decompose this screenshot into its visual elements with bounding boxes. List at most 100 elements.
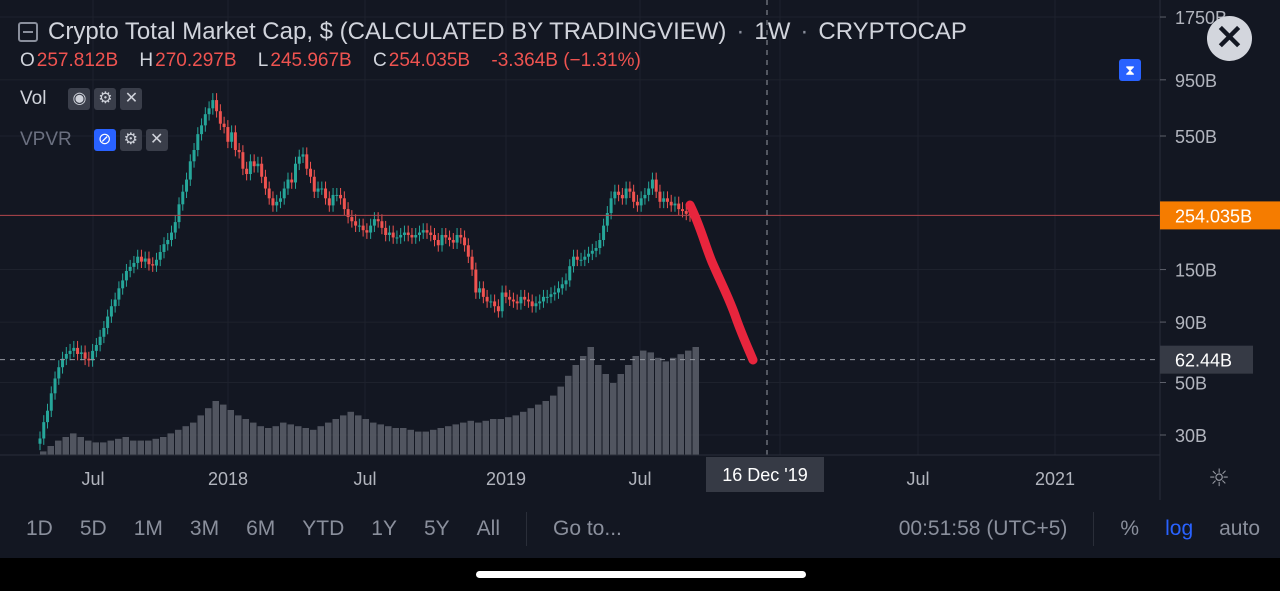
candle-body — [46, 410, 50, 423]
collapse-legend-icon[interactable] — [18, 22, 38, 42]
hand-drawn-line[interactable] — [685, 200, 758, 365]
clock-timezone[interactable]: 00:51:58 (UTC+5) — [898, 517, 1068, 540]
candle-body — [523, 296, 527, 300]
chart-area[interactable]: 1750B 950B 550B 150B 90B 50B 30B 254.035B 62.44B… — [0, 0, 1280, 500]
volume-bar — [197, 415, 204, 455]
timeframe-button-5y[interactable]: 5Y — [423, 517, 450, 540]
candle-body — [233, 132, 237, 150]
candle-body — [451, 239, 455, 243]
candle-body — [260, 163, 264, 177]
candle-body — [132, 262, 136, 267]
candle-body — [489, 301, 493, 303]
candle-body — [628, 188, 632, 192]
volume-bar — [122, 437, 129, 455]
low-label: L — [257, 50, 269, 71]
volume-bar — [362, 419, 369, 455]
scale-toggle-icon[interactable]: ⧗ — [1119, 59, 1141, 81]
volume-bar — [370, 422, 377, 455]
percent-scale-button[interactable]: % — [1120, 517, 1140, 540]
crosshair-price-badge — [1160, 345, 1253, 374]
candle-body — [98, 336, 102, 346]
candle-body — [196, 134, 200, 150]
candle-body — [605, 213, 609, 226]
timeframe-button-1m[interactable]: 1M — [133, 517, 163, 540]
volume-bar — [220, 404, 227, 455]
settings-icon[interactable]: ☼ — [1208, 464, 1230, 492]
volume-bar — [580, 356, 587, 455]
candle-body — [237, 149, 241, 153]
candle-body — [560, 284, 564, 289]
gear-icon[interactable]: ⚙ — [119, 129, 142, 151]
timeframe-button-1y[interactable]: 1Y — [371, 517, 397, 540]
timeframe-button-3m[interactable]: 3M — [189, 517, 220, 540]
volume-bar — [355, 415, 362, 455]
timeframe-button-all[interactable]: All — [476, 517, 500, 540]
candle-body — [500, 292, 504, 312]
volume-bar — [377, 424, 384, 455]
candle-body — [102, 327, 106, 337]
eye-icon[interactable]: ◉ — [68, 88, 91, 110]
candle-body — [339, 194, 343, 199]
auto-scale-button[interactable]: auto — [1219, 517, 1260, 540]
volume-bar — [467, 420, 474, 455]
time-tick-label: Jul — [353, 469, 376, 489]
candle-body — [421, 230, 425, 233]
crosshair-price-badge-label: 62.44B — [1175, 351, 1232, 371]
close-fullscreen-button[interactable]: ✕ — [1207, 16, 1252, 61]
log-scale-button[interactable]: log — [1165, 517, 1194, 540]
candle-body — [57, 367, 61, 379]
candle-body — [587, 253, 591, 257]
volume-indicator-label: Vol — [20, 88, 47, 109]
candle-body — [572, 256, 576, 267]
candle-body — [68, 350, 72, 354]
change-value: -3.364B (−1.31%) — [491, 50, 641, 71]
timeframe-button-5d[interactable]: 5D — [79, 517, 107, 540]
candle-body — [94, 345, 98, 351]
candle-body — [538, 301, 542, 304]
candle-body — [680, 209, 684, 212]
candle-body — [346, 209, 350, 218]
candle-body — [643, 194, 647, 199]
candle-body — [617, 191, 621, 195]
candle-body — [376, 219, 380, 222]
candle-body — [545, 296, 549, 298]
candle-body — [316, 188, 320, 192]
timeframe-button-6m[interactable]: 6M — [246, 517, 276, 540]
candle-body — [305, 154, 309, 169]
price-chart[interactable]: 1750B950B550B150B90B50B30B254.035B62.44B… — [0, 0, 1280, 500]
candle-body — [583, 256, 587, 260]
candle-body — [669, 201, 673, 206]
home-indicator[interactable] — [476, 571, 806, 578]
volume-bar — [422, 431, 429, 455]
candle-body — [218, 111, 222, 124]
volume-bar — [692, 347, 699, 455]
candle-body — [185, 179, 189, 192]
candle-body — [275, 201, 279, 206]
volume-bar — [445, 426, 452, 455]
volume-bar — [257, 426, 264, 455]
candle-body — [83, 352, 87, 359]
volume-bar — [77, 437, 84, 455]
candle-body — [568, 266, 572, 281]
close-icon[interactable]: ✕ — [120, 88, 143, 110]
last-price-badge — [1160, 201, 1280, 230]
gear-icon[interactable]: ⚙ — [94, 88, 117, 110]
volume-bar — [497, 419, 504, 455]
timeframe-button-ytd[interactable]: YTD — [302, 517, 345, 540]
price-tick-label: 90B — [1175, 313, 1207, 333]
candle-body — [677, 203, 681, 210]
candle-body — [297, 156, 301, 164]
goto-date-button[interactable]: Go to... — [553, 517, 622, 540]
timeframe-button-1d[interactable]: 1D — [26, 517, 53, 540]
eye-off-icon[interactable]: ⊘ — [93, 129, 116, 151]
candle-body — [478, 288, 482, 293]
close-icon[interactable]: ✕ — [145, 129, 168, 151]
candle-body — [61, 358, 65, 368]
volume-bar — [272, 426, 279, 455]
candle-body — [113, 299, 117, 307]
volume-bar — [152, 438, 159, 455]
candle-body — [357, 225, 361, 227]
candle-body — [106, 316, 110, 328]
toolbar-divider — [526, 512, 527, 546]
candle-body — [406, 232, 410, 235]
